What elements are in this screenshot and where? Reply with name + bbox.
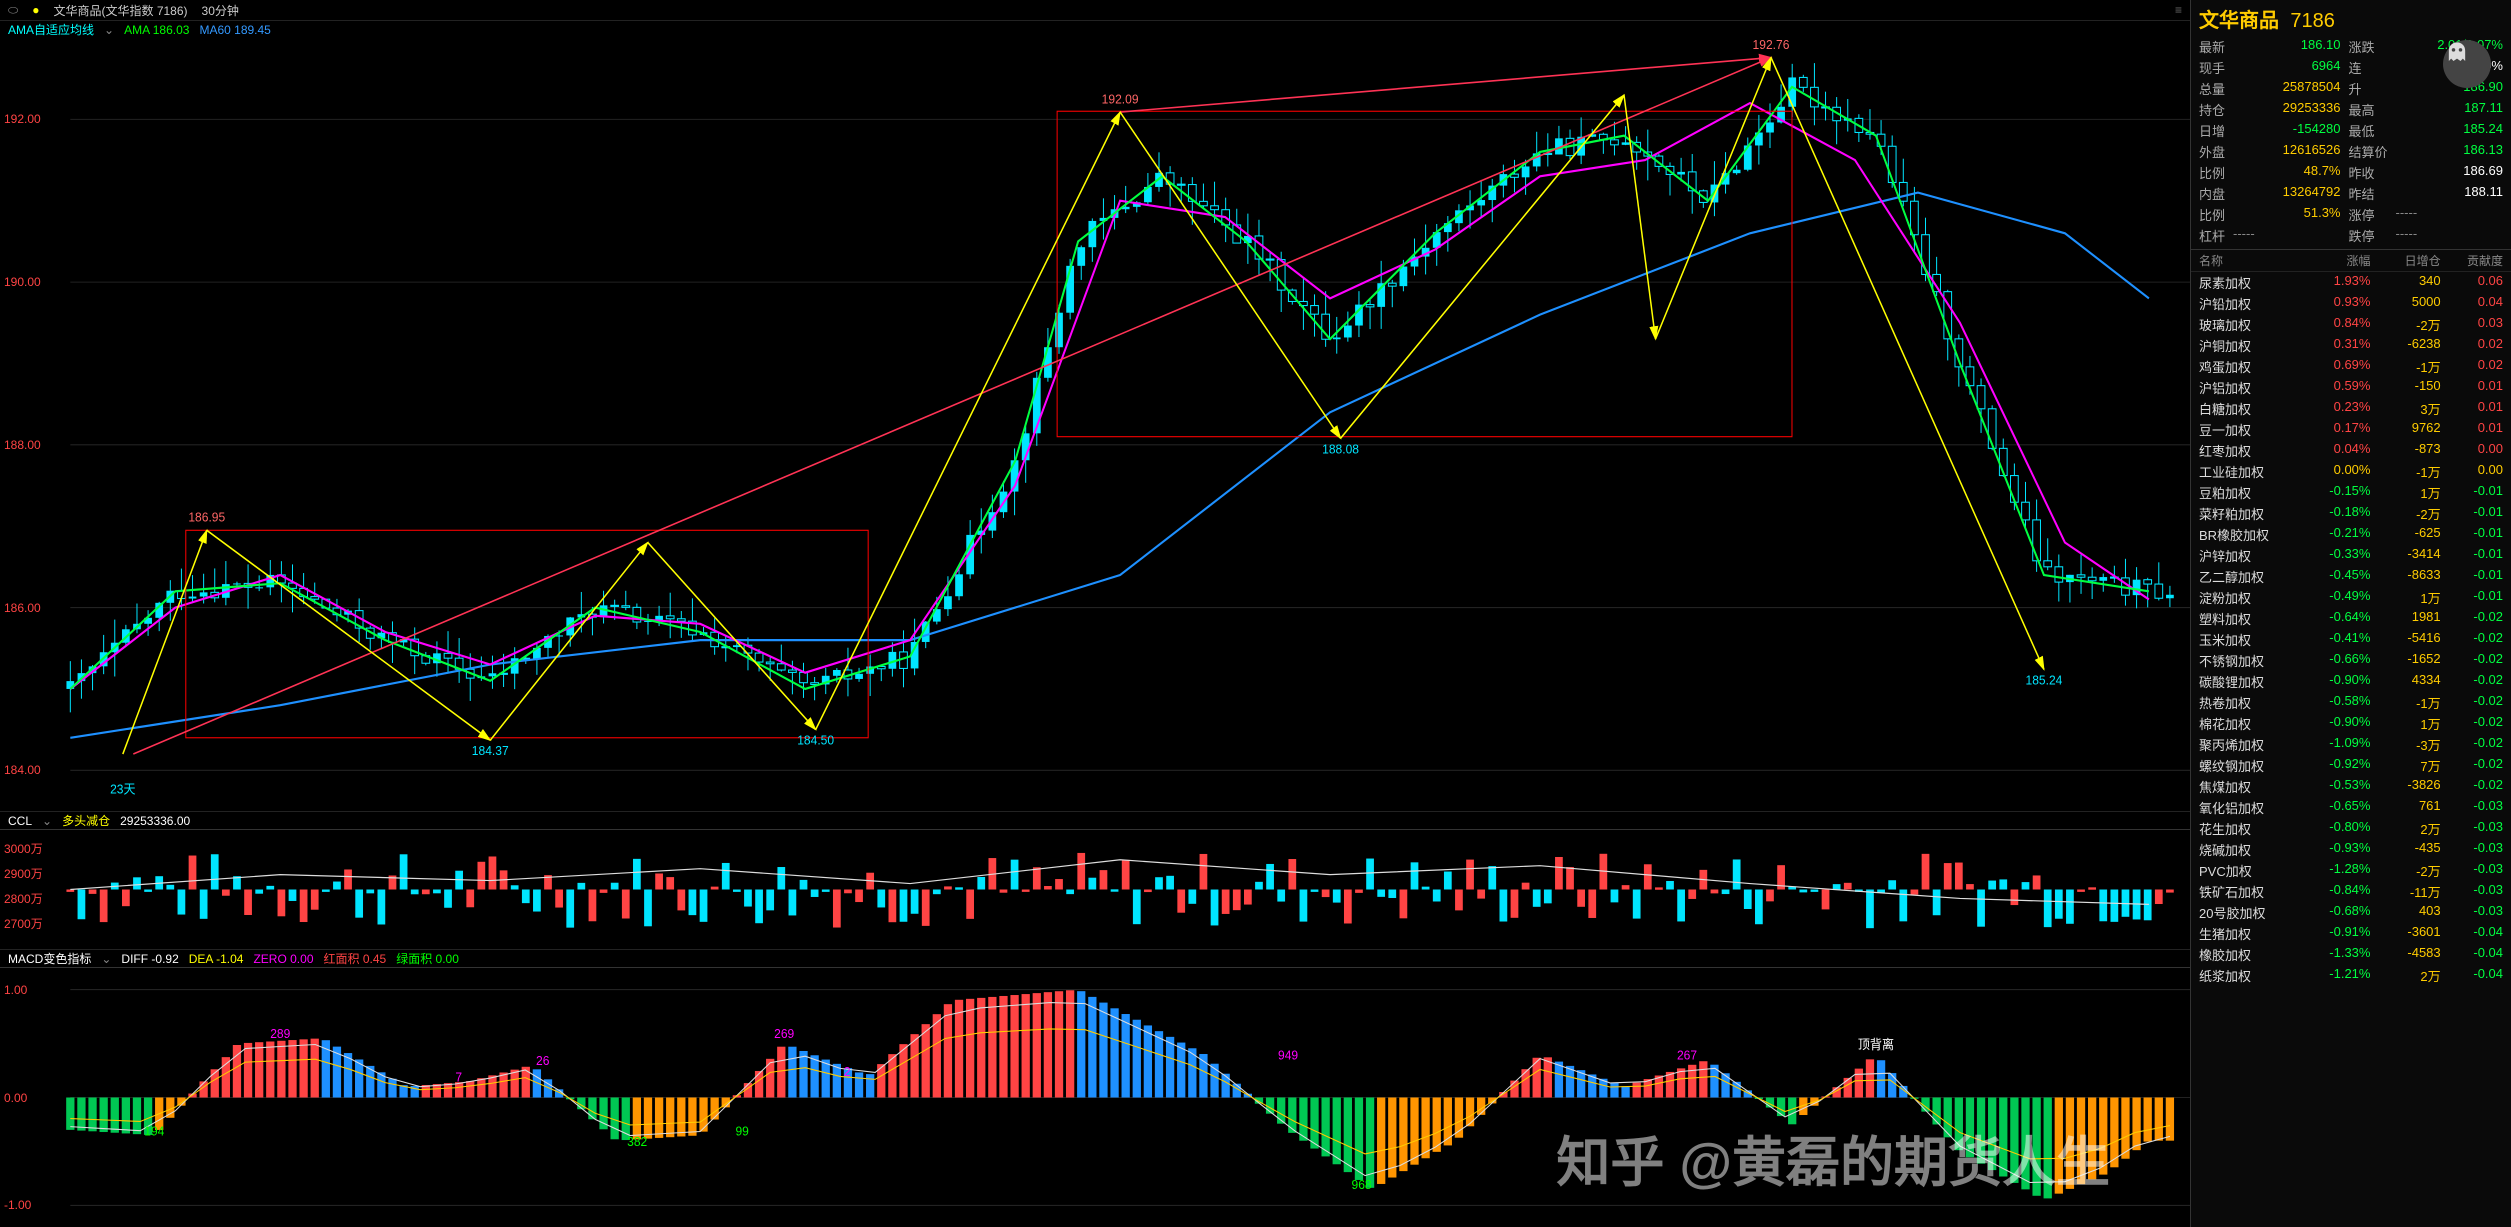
svg-text:192.76: 192.76	[1753, 38, 1790, 52]
rank-row[interactable]: 花生加权-0.80% 2万-0.03	[2191, 818, 2511, 839]
rank-row[interactable]: 沪铅加权0.93% 50000.04	[2191, 293, 2511, 314]
rank-row[interactable]: 生猪加权-0.91% -3601-0.04	[2191, 923, 2511, 944]
rank-header: 名称 涨幅 日增仓 贡献度	[2191, 250, 2511, 272]
svg-text:185.24: 185.24	[2026, 673, 2063, 687]
rank-row[interactable]: 工业硅加权0.00% -1万0.00	[2191, 461, 2511, 482]
svg-text:184.37: 184.37	[472, 744, 509, 758]
rank-row[interactable]: 热卷加权-0.58% -1万-0.02	[2191, 692, 2511, 713]
svg-text:968: 968	[1352, 1178, 1372, 1192]
chart-header: ⬭ ● 文华商品(文华指数 7186) 30分钟 ≡	[0, 0, 2190, 20]
svg-text:269: 269	[774, 1027, 794, 1041]
quote-panel: 文华商品 7186 最新186.10 涨跌2.01/1.07%现手6964 连0…	[2191, 0, 2511, 250]
svg-text:949: 949	[1278, 1048, 1298, 1062]
rank-row[interactable]: 碳酸锂加权-0.90% 4334-0.02	[2191, 671, 2511, 692]
rank-row[interactable]: PVC加权-1.28% -2万-0.03	[2191, 860, 2511, 881]
rank-row[interactable]: 氧化铝加权-0.65% 761-0.03	[2191, 797, 2511, 818]
symbol-title: 文华商品(文华指数 7186)	[54, 2, 188, 19]
svg-text:顶背离: 顶背离	[1858, 1037, 1894, 1053]
main-chart[interactable]: 186.95 184.37 184.50 192.09 188.08 192.76 185.…	[0, 38, 2190, 811]
rank-row[interactable]: 鸡蛋加权0.69% -1万0.02	[2191, 356, 2511, 377]
rank-row[interactable]: 沪铝加权0.59% -1500.01	[2191, 377, 2511, 398]
rank-row[interactable]: 沪铜加权0.31% -62380.02	[2191, 335, 2511, 356]
quote-name: 文华商品	[2199, 10, 2279, 32]
svg-text:382: 382	[627, 1135, 647, 1149]
ccl-legend: CCL ⌄ 多头减仓 29253336.00	[0, 811, 2190, 829]
rank-row[interactable]: 烧碱加权-0.93% -435-0.03	[2191, 839, 2511, 860]
rank-row[interactable]: 玉米加权-0.41% -5416-0.02	[2191, 629, 2511, 650]
svg-text:186.95: 186.95	[188, 510, 225, 524]
rank-row[interactable]: 聚丙烯加权-1.09% -3万-0.02	[2191, 734, 2511, 755]
rank-row[interactable]: 纸浆加权-1.21% 2万-0.04	[2191, 965, 2511, 986]
collapse-icon[interactable]: ⌄	[104, 23, 114, 37]
collapse-icon[interactable]: ⌄	[42, 814, 52, 828]
main-legend: AMA自适应均线 ⌄ AMA 186.03 MA60 189.45	[0, 20, 2190, 38]
rank-row[interactable]: 铁矿石加权-0.84% -11万-0.03	[2191, 881, 2511, 902]
ccl-chart[interactable]: 3000万2900万2800万2700万	[0, 829, 2190, 949]
rank-row[interactable]: 20号胶加权-0.68% 403-0.03	[2191, 902, 2511, 923]
rank-row[interactable]: 淀粉加权-0.49% 1万-0.01	[2191, 587, 2511, 608]
svg-text:192.09: 192.09	[1102, 92, 1139, 106]
svg-text:188.08: 188.08	[1322, 442, 1359, 456]
rank-row[interactable]: 沪锌加权-0.33% -3414-0.01	[2191, 545, 2511, 566]
rank-row[interactable]: 豆粕加权-0.15% 1万-0.01	[2191, 482, 2511, 503]
rank-row[interactable]: 不锈钢加权-0.66% -1652-0.02	[2191, 650, 2511, 671]
rank-row[interactable]: 塑料加权-0.64% 1981-0.02	[2191, 608, 2511, 629]
quote-code: 7186	[2290, 10, 2335, 32]
svg-text:7: 7	[455, 1070, 462, 1084]
menu-icon[interactable]: ≡	[2175, 3, 2182, 17]
svg-text:289: 289	[270, 1027, 290, 1041]
svg-text:99: 99	[735, 1124, 748, 1138]
timeframe: 30分钟	[202, 2, 239, 19]
rank-row[interactable]: 豆一加权0.17% 97620.01	[2191, 419, 2511, 440]
avatar-icon[interactable]	[2443, 40, 2491, 88]
macd-chart[interactable]: 194289738226992692968949267顶背离 1.000.00-…	[0, 967, 2190, 1227]
link-icon: ⬭	[8, 3, 18, 18]
rank-row[interactable]: 棉花加权-0.90% 1万-0.02	[2191, 713, 2511, 734]
ranking-panel: 名称 涨幅 日增仓 贡献度 尿素加权1.93% 3400.06 沪铅加权0.93…	[2191, 250, 2511, 1227]
rank-row[interactable]: 焦煤加权-0.53% -3826-0.02	[2191, 776, 2511, 797]
macd-legend: MACD变色指标 ⌄ DIFF -0.92 DEA -1.04 ZERO 0.0…	[0, 949, 2190, 967]
rank-row[interactable]: 白糖加权0.23% 3万0.01	[2191, 398, 2511, 419]
svg-text:23天: 23天	[110, 782, 136, 796]
rank-row[interactable]: 乙二醇加权-0.45% -8633-0.01	[2191, 566, 2511, 587]
rank-row[interactable]: 螺纹钢加权-0.92% 7万-0.02	[2191, 755, 2511, 776]
svg-text:267: 267	[1677, 1048, 1697, 1062]
svg-text:26: 26	[536, 1054, 549, 1068]
collapse-icon[interactable]: ⌄	[101, 952, 111, 966]
rank-row[interactable]: 橡胶加权-1.33% -4583-0.04	[2191, 944, 2511, 965]
svg-text:184.50: 184.50	[797, 733, 834, 747]
svg-text:194: 194	[144, 1124, 164, 1138]
rank-row[interactable]: 菜籽粕加权-0.18% -2万-0.01	[2191, 503, 2511, 524]
rank-row[interactable]: 尿素加权1.93% 3400.06	[2191, 272, 2511, 293]
rank-row[interactable]: 玻璃加权0.84% -2万0.03	[2191, 314, 2511, 335]
rank-row[interactable]: BR橡胶加权-0.21% -625-0.01	[2191, 524, 2511, 545]
svg-text:2: 2	[844, 1065, 851, 1079]
rank-row[interactable]: 红枣加权0.04% -8730.00	[2191, 440, 2511, 461]
